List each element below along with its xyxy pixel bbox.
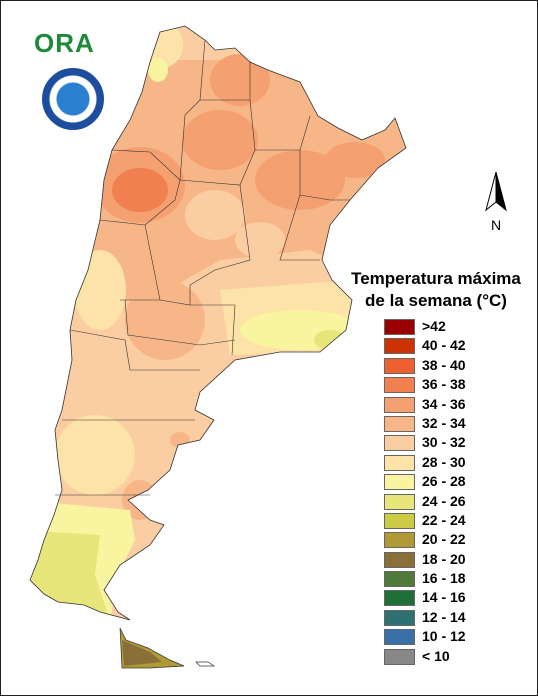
legend-label: 22 - 24 [422, 511, 466, 528]
legend-label: 36 - 38 [422, 376, 466, 393]
legend-swatch [384, 493, 415, 510]
legend-label: 14 - 16 [422, 589, 466, 606]
ora-logo: ORA [34, 28, 95, 59]
legend-label: 34 - 36 [422, 395, 466, 412]
legend-label: 38 - 40 [422, 356, 466, 373]
legend-label: 18 - 20 [422, 550, 466, 567]
north-arrow-icon: N [485, 171, 507, 233]
legend-label: 24 - 26 [422, 492, 466, 509]
country-outline [29, 25, 407, 621]
legend-item: 20 - 22 [384, 529, 524, 549]
legend-item: 38 - 40 [384, 355, 524, 374]
legend-item: < 10 [384, 646, 524, 665]
legend-swatch [384, 338, 415, 355]
legend: >42 40 - 42 38 - 40 36 - 38 34 - 36 32 - 34 30… [384, 316, 524, 665]
legend-swatch [384, 474, 415, 491]
legend-label: < 10 [422, 647, 450, 664]
legend-item: 18 - 20 [384, 549, 524, 568]
legend-item: 22 - 24 [384, 510, 524, 529]
legend-swatch [384, 357, 415, 374]
legend-swatch [384, 551, 415, 568]
smn-seal-icon [42, 68, 104, 130]
legend-swatch [384, 532, 415, 549]
legend-label: 40 - 42 [422, 337, 466, 354]
legend-item: 24 - 26 [384, 491, 524, 510]
legend-title: Temperatura máxima de la semana (°C) [346, 268, 526, 312]
legend-swatch [384, 512, 415, 529]
legend-swatch [384, 629, 415, 646]
legend-label: 32 - 34 [422, 414, 466, 431]
legend-label: 20 - 22 [422, 531, 466, 548]
legend-item: 14 - 16 [384, 587, 524, 607]
north-label: N [491, 217, 501, 233]
legend-item: 10 - 12 [384, 626, 524, 646]
legend-swatch [384, 609, 415, 626]
legend-item: 40 - 42 [384, 335, 524, 355]
legend-label: 30 - 32 [422, 434, 466, 451]
legend-item: 30 - 32 [384, 432, 524, 452]
ora-logo-text: ORA [34, 28, 95, 58]
legend-label: 26 - 28 [422, 473, 466, 490]
legend-label: 16 - 18 [422, 570, 466, 587]
legend-item: 16 - 18 [384, 568, 524, 588]
legend-item: 36 - 38 [384, 374, 524, 394]
legend-label: 28 - 30 [422, 453, 466, 470]
legend-swatch [384, 435, 415, 452]
legend-swatch [384, 648, 415, 665]
legend-item: 28 - 30 [384, 452, 524, 471]
legend-swatch [384, 454, 415, 471]
legend-swatch [384, 571, 415, 588]
legend-swatch [384, 396, 415, 413]
legend-item: >42 [384, 316, 524, 335]
legend-title-line2: de la semana (°C) [365, 291, 507, 310]
legend-swatch [384, 319, 415, 335]
legend-label: 12 - 14 [422, 608, 466, 625]
legend-item: 32 - 34 [384, 413, 524, 432]
legend-label: >42 [422, 318, 446, 334]
legend-item: 34 - 36 [384, 394, 524, 413]
legend-item: 12 - 14 [384, 607, 524, 626]
province-borders [55, 39, 350, 496]
legend-title-line1: Temperatura máxima [351, 269, 521, 288]
legend-item: 26 - 28 [384, 471, 524, 491]
legend-swatch [384, 377, 415, 394]
islands-outline [195, 661, 216, 667]
legend-label: 10 - 12 [422, 628, 466, 645]
legend-swatch [384, 415, 415, 432]
legend-swatch [384, 590, 415, 607]
